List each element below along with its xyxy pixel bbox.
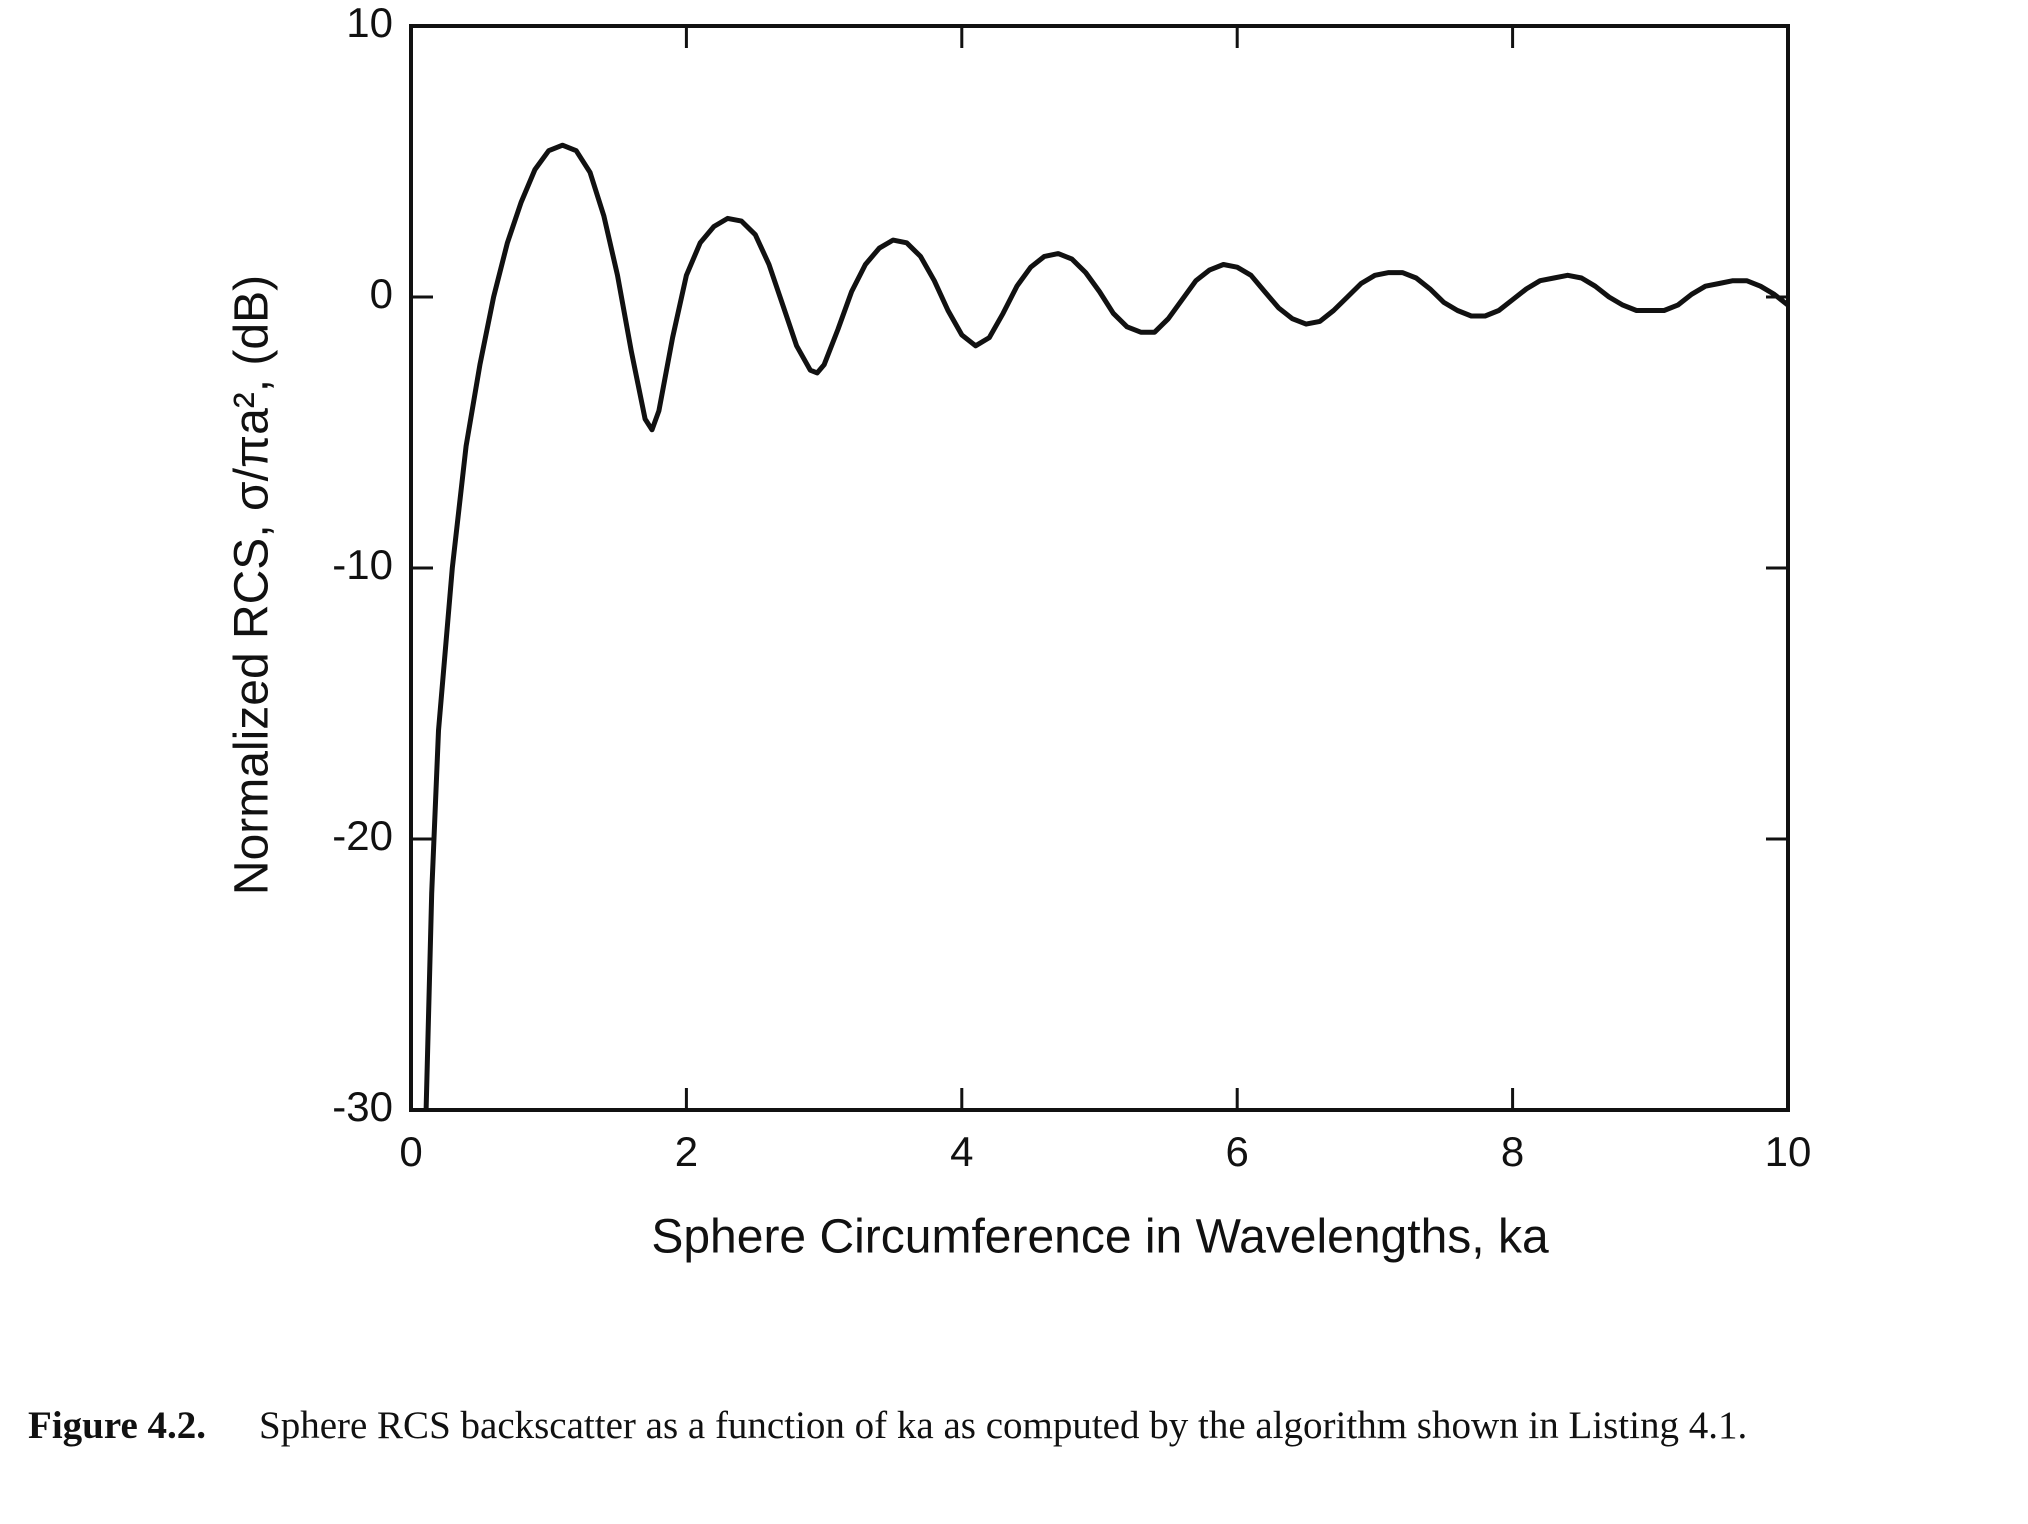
x-axis-label: Sphere Circumference in Wavelengths, ka [651, 1211, 1549, 1264]
y-tick-label: -20 [332, 812, 393, 859]
x-tick-label: 8 [1501, 1128, 1524, 1175]
x-tick-label: 2 [675, 1128, 698, 1175]
y-tick-label: -10 [332, 541, 393, 588]
chart: Sphere Circumference in Wavelengths, ka … [226, 0, 1812, 1264]
x-tick-label: 4 [950, 1128, 973, 1175]
y-tick-label: 0 [370, 270, 393, 317]
y-tick-label: 10 [346, 0, 393, 46]
x-tick-label: 6 [1226, 1128, 1249, 1175]
y-axis-label: Normalized RCS, σ/πa², (dB) [226, 275, 279, 895]
caption-text: Sphere RCS backscatter as a function of … [259, 1404, 1748, 1447]
caption-label: Figure 4.2. [28, 1404, 207, 1447]
x-tick-label: 10 [1765, 1128, 1812, 1175]
x-tick-label: 0 [399, 1128, 422, 1175]
y-tick-label: -30 [332, 1083, 393, 1130]
caption: Figure 4.2. Sphere RCS backscatter as a … [28, 1400, 2013, 1452]
plot-frame [409, 24, 1790, 1112]
data-line [423, 142, 1790, 1111]
